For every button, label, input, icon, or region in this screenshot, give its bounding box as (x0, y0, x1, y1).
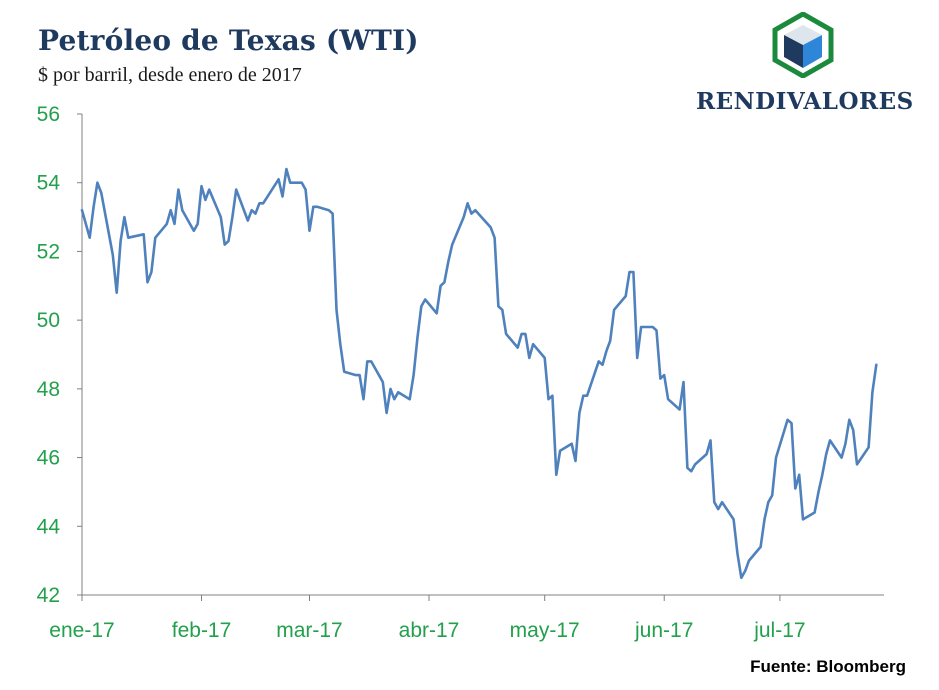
series-group (80, 167, 878, 580)
logo-text: RENDIVALORES (696, 88, 914, 115)
source-note: Fuente: Bloomberg (750, 657, 906, 676)
y-tick-label: 42 (37, 584, 60, 607)
y-tick-label: 44 (37, 515, 61, 538)
x-tick-label: ene-17 (49, 619, 114, 642)
y-tick-label: 46 (37, 447, 60, 470)
x-tick-label: feb-17 (172, 619, 232, 642)
y-tick-label: 48 (37, 378, 60, 401)
y-tick-label: 56 (37, 103, 60, 126)
y-axis: 42 44 46 48 50 52 54 56 (37, 103, 83, 607)
wti-price-line (80, 167, 878, 580)
cube-logo-icon (772, 12, 834, 78)
x-tick-label: mar-17 (276, 619, 343, 642)
rendivalores-logo: RENDIVALORES (690, 12, 920, 122)
x-tick-label: abr-17 (399, 619, 460, 642)
y-tick-label: 52 (37, 240, 60, 263)
y-tick-label: 50 (37, 309, 60, 332)
x-tick-label: jun-17 (634, 619, 693, 642)
chart-title: Petróleo de Texas (WTI) (38, 24, 419, 57)
y-tick-label: 54 (37, 172, 61, 195)
chart-subtitle: $ por barril, desde enero de 2017 (38, 64, 302, 86)
x-axis: ene-17 feb-17 mar-17 abr-17 may-17 jun-17 jul-… (49, 594, 884, 642)
x-tick-label: may-17 (510, 619, 580, 642)
x-tick-label: jul-17 (753, 619, 805, 642)
